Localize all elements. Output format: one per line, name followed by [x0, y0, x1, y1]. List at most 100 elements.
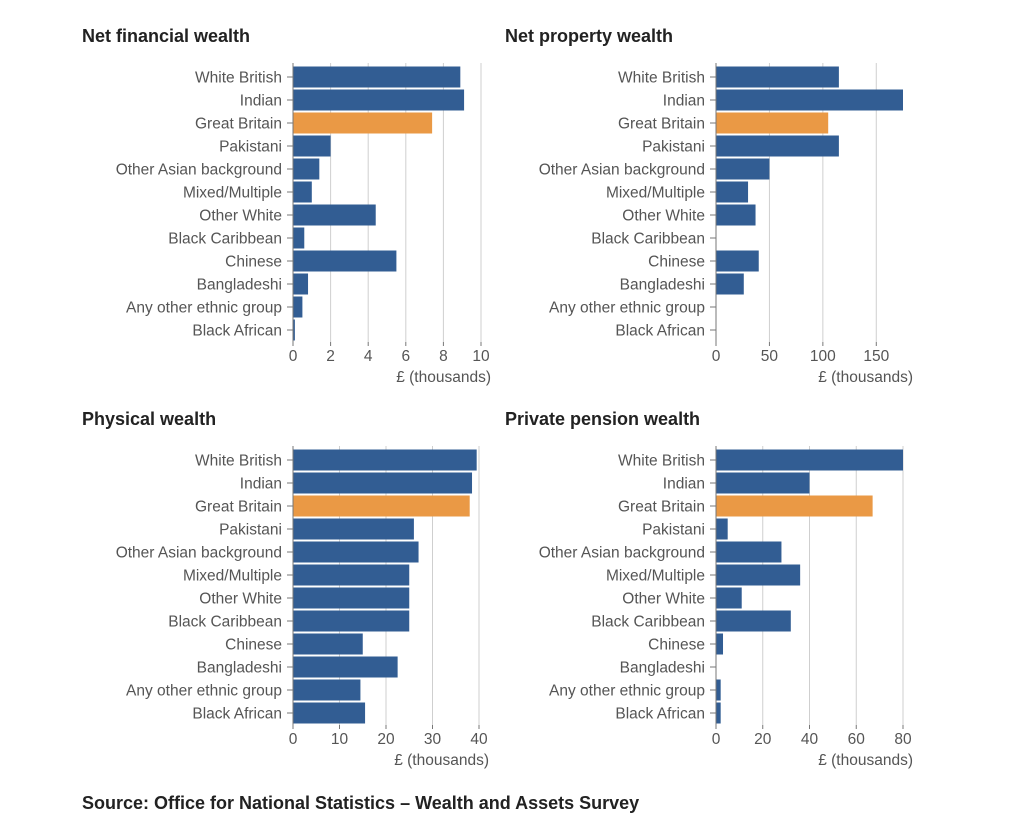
small-multiples-bar-charts: Net financial wealth White British Indian G… [82, 26, 913, 769]
physical-wealth-x-tick-label: 40 [470, 731, 488, 748]
physical-wealth-bar-any-other-ethnic-group [293, 679, 361, 701]
net-property-wealth-x-tick-label: 100 [810, 348, 836, 365]
private-pension-wealth-x-tick-label: 0 [712, 731, 721, 748]
private-pension-wealth-bar-any-other-ethnic-group [716, 679, 721, 701]
physical-wealth-x-tick-label: 20 [377, 731, 395, 748]
physical-wealth-bar-great-britain [293, 495, 470, 517]
net-property-wealth-category-label: Bangladeshi [620, 277, 705, 294]
net-financial-wealth-category-label: Mixed/Multiple [183, 185, 282, 202]
physical-wealth-bar-black-african [293, 702, 366, 724]
net-property-wealth-bar-great-britain [716, 112, 829, 134]
private-pension-wealth-bar-white-british [716, 449, 903, 471]
net-financial-wealth-category-label: Other Asian background [116, 162, 282, 179]
physical-wealth-category-label: Other White [199, 591, 282, 608]
net-property-wealth-bar-white-british [716, 66, 839, 88]
physical-wealth-x-tick-label: 30 [424, 731, 442, 748]
net-financial-wealth-bar-great-britain [293, 112, 433, 134]
net-property-wealth-bar-indian [716, 89, 903, 111]
net-property-wealth-category-label: Mixed/Multiple [606, 185, 705, 202]
physical-wealth-x-tick-label: 0 [289, 731, 298, 748]
private-pension-wealth-bar-indian [716, 472, 810, 494]
net-financial-wealth-x-tick-label: 8 [439, 348, 448, 365]
net-financial-wealth-bar-pakistani [293, 135, 331, 157]
private-pension-wealth-bar-mixed-multiple [716, 564, 801, 586]
net-financial-wealth-x-tick-label: 2 [326, 348, 335, 365]
net-property-wealth-bar-pakistani [716, 135, 839, 157]
physical-wealth-category-label: Chinese [225, 637, 282, 654]
physical-wealth-category-label: Other Asian background [116, 545, 282, 562]
physical-wealth-bar-other-white [293, 587, 410, 609]
net-financial-wealth-x-axis-title: £ (thousands) [396, 369, 491, 386]
physical-wealth-title: Physical wealth [82, 409, 216, 429]
net-financial-wealth-category-label: White British [195, 70, 282, 87]
net-financial-wealth-bar-chinese [293, 250, 397, 272]
net-financial-wealth-bar-mixed-multiple [293, 181, 312, 203]
net-financial-wealth-bar-other-white [293, 204, 376, 226]
physical-wealth-bar-mixed-multiple [293, 564, 410, 586]
net-financial-wealth-category-label: Pakistani [219, 139, 282, 156]
net-financial-wealth-category-label: Other White [199, 208, 282, 225]
net-property-wealth-category-label: Black Caribbean [591, 231, 705, 248]
private-pension-wealth-category-label: Pakistani [642, 522, 705, 539]
physical-wealth-category-label: Black African [192, 706, 282, 723]
net-property-wealth-category-label: Black African [615, 323, 705, 340]
net-financial-wealth-category-label: Any other ethnic group [126, 300, 282, 317]
private-pension-wealth-category-label: Black African [615, 706, 705, 723]
physical-wealth-bar-other-asian-background [293, 541, 419, 563]
private-pension-wealth-bar-other-asian-background [716, 541, 782, 563]
private-pension-wealth-x-tick-label: 40 [801, 731, 819, 748]
net-property-wealth-category-label: Other Asian background [539, 162, 705, 179]
net-financial-wealth-x-tick-label: 6 [401, 348, 410, 365]
private-pension-wealth-category-label: Any other ethnic group [549, 683, 705, 700]
physical-wealth-bar-bangladeshi [293, 656, 398, 678]
private-pension-wealth-category-label: Indian [663, 476, 705, 493]
private-pension-wealth-bar-black-caribbean [716, 610, 791, 632]
private-pension-wealth-category-label: Mixed/Multiple [606, 568, 705, 585]
private-pension-wealth-title: Private pension wealth [505, 409, 700, 429]
private-pension-wealth-x-tick-label: 80 [894, 731, 912, 748]
physical-wealth-category-label: Great Britain [195, 499, 282, 516]
net-property-wealth-x-axis-title: £ (thousands) [818, 369, 913, 386]
net-property-wealth-category-label: Indian [663, 93, 705, 110]
physical-wealth-category-label: Indian [240, 476, 282, 493]
net-financial-wealth-category-label: Chinese [225, 254, 282, 271]
net-property-wealth-category-label: Any other ethnic group [549, 300, 705, 317]
net-property-wealth-category-label: Pakistani [642, 139, 705, 156]
private-pension-wealth-x-tick-label: 20 [754, 731, 772, 748]
net-financial-wealth-bar-white-british [293, 66, 461, 88]
net-financial-wealth-bar-any-other-ethnic-group [293, 296, 303, 318]
net-financial-wealth-category-label: Bangladeshi [197, 277, 282, 294]
net-property-wealth-title: Net property wealth [505, 26, 673, 46]
net-property-wealth-x-tick-label: 150 [863, 348, 889, 365]
net-financial-wealth-bar-bangladeshi [293, 273, 309, 295]
private-pension-wealth-category-label: Black Caribbean [591, 614, 705, 631]
private-pension-wealth-x-tick-label: 60 [848, 731, 866, 748]
net-financial-wealth-bar-indian [293, 89, 465, 111]
private-pension-wealth-category-label: Other White [622, 591, 705, 608]
net-property-wealth-x-tick-label: 0 [712, 348, 721, 365]
physical-wealth-bar-chinese [293, 633, 363, 655]
physical-wealth-x-axis-title: £ (thousands) [394, 752, 489, 769]
net-property-wealth-bar-other-white [716, 204, 756, 226]
private-pension-wealth-bar-black-african [716, 702, 721, 724]
net-financial-wealth-category-label: Black Caribbean [168, 231, 282, 248]
net-property-wealth-x-tick-label: 50 [761, 348, 779, 365]
physical-wealth-category-label: Black Caribbean [168, 614, 282, 631]
private-pension-wealth-category-label: Great Britain [618, 499, 705, 516]
net-property-wealth-bar-bangladeshi [716, 273, 744, 295]
net-financial-wealth-bar-other-asian-background [293, 158, 320, 180]
physical-wealth-category-label: White British [195, 453, 282, 470]
physical-wealth-category-label: Bangladeshi [197, 660, 282, 677]
net-financial-wealth-bar-black-caribbean [293, 227, 305, 249]
net-property-wealth-category-label: White British [618, 70, 705, 87]
private-pension-wealth-bar-great-britain [716, 495, 873, 517]
private-pension-wealth-category-label: Bangladeshi [620, 660, 705, 677]
private-pension-wealth-bar-pakistani [716, 518, 728, 540]
net-property-wealth-bar-other-asian-background [716, 158, 770, 180]
private-pension-wealth-bar-other-white [716, 587, 742, 609]
net-property-wealth-bar-mixed-multiple [716, 181, 749, 203]
net-financial-wealth-bar-black-african [293, 319, 295, 341]
private-pension-wealth-category-label: White British [618, 453, 705, 470]
net-financial-wealth-title: Net financial wealth [82, 26, 250, 46]
physical-wealth-x-tick-label: 10 [331, 731, 349, 748]
